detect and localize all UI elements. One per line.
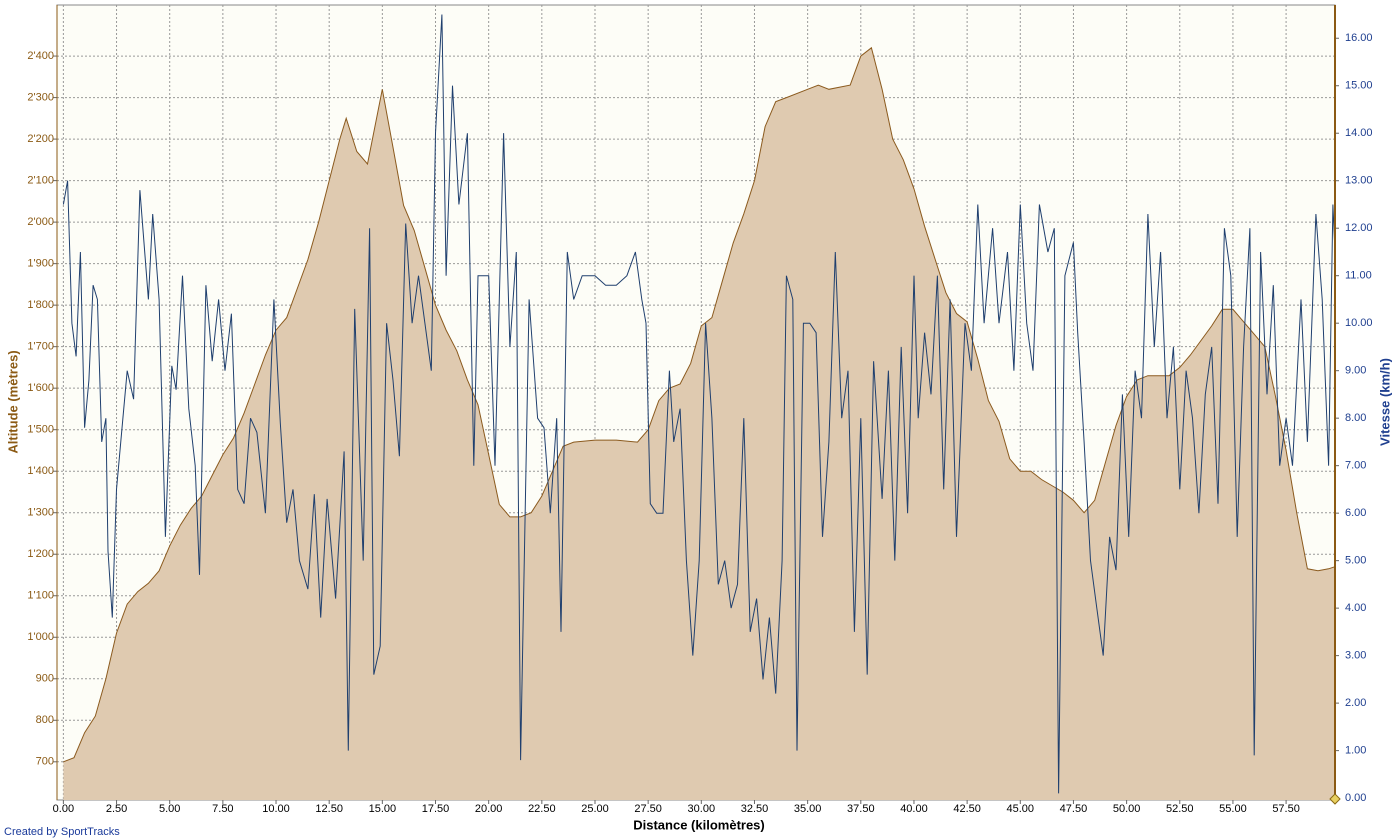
y2-tick-label: 2.00 xyxy=(1345,697,1366,709)
x-tick-label: 32.50 xyxy=(741,803,769,815)
labels: 0.00 2.50 5.00 7.50 10.00 12.50 15.00 17.50 20.0… xyxy=(27,5,1373,815)
y-tick-label: 1'100 xyxy=(27,590,54,602)
line xyxy=(63,46,1336,763)
y2-tick-label: 8.00 xyxy=(1345,412,1366,424)
y2-tick-label: 10.00 xyxy=(1345,317,1373,329)
y2-tick-label: 14.00 xyxy=(1345,127,1373,139)
y-tick-label: 2'200 xyxy=(27,133,54,145)
y2-tick-label: 15.00 xyxy=(1345,80,1373,92)
y-tick-label: 1'800 xyxy=(27,299,54,311)
x-tick-label: 15.00 xyxy=(369,803,397,815)
y2-tick-label: 13.00 xyxy=(1345,175,1373,187)
x-tick-label: 50.00 xyxy=(1113,803,1141,815)
x-tick-label: 2.50 xyxy=(106,803,127,815)
y2-tick-label: 9.00 xyxy=(1345,365,1366,377)
x-tick-label: 35.00 xyxy=(794,803,822,815)
y-tick-label: 2'400 xyxy=(27,50,54,62)
x-tick-label: 30.00 xyxy=(688,803,716,815)
x-axis-label: Distance (kilomètres) xyxy=(633,817,765,832)
marks xyxy=(62,14,1336,801)
y-tick-label: 1'600 xyxy=(27,382,54,394)
line xyxy=(62,14,1336,794)
x-tick-label: 20.00 xyxy=(475,803,503,815)
y2-tick-label: 5.00 xyxy=(1345,555,1366,567)
y2-tick-label: 11.00 xyxy=(1345,270,1372,282)
x-tick-label: 52.50 xyxy=(1166,803,1194,815)
y-tick-label: 2'100 xyxy=(27,175,54,187)
y2-tick-label: 0.00 xyxy=(1345,792,1366,804)
x-tick-label: 55.00 xyxy=(1219,803,1247,815)
x-tick-label: 57.50 xyxy=(1272,803,1300,815)
y-tick-label: 2'300 xyxy=(27,91,54,103)
x-tick-label: 40.00 xyxy=(900,803,928,815)
y-tick-label: 2'000 xyxy=(27,216,54,228)
y2-tick-label: 12.00 xyxy=(1345,222,1373,234)
y2-tick-label: 7.00 xyxy=(1345,460,1366,472)
x-tick-label: 45.00 xyxy=(1007,803,1035,815)
y-tick-label: 900 xyxy=(36,673,54,685)
x-tick-label: 7.50 xyxy=(212,803,233,815)
x-tick-label: 47.50 xyxy=(1060,803,1088,815)
x-tick-label: 0.00 xyxy=(53,803,74,815)
credit: Created by SportTracks xyxy=(4,826,120,838)
x-tick-label: 27.50 xyxy=(634,803,662,815)
y2-tick-label: 1.00 xyxy=(1345,745,1366,757)
y-tick-label: 1'200 xyxy=(27,548,54,560)
x-tick-label: 10.00 xyxy=(262,803,290,815)
x-tick-label: 17.50 xyxy=(422,803,450,815)
y2-tick-label: 6.00 xyxy=(1345,507,1366,519)
marker-icon xyxy=(1329,793,1341,805)
y-tick-label: 800 xyxy=(36,714,54,726)
y2-axis-label: Vitesse (km/h) xyxy=(1377,358,1392,446)
y-tick-label: 1'500 xyxy=(27,424,54,436)
y2-tick-label: 16.00 xyxy=(1345,32,1373,44)
x-tick-label: 42.50 xyxy=(953,803,981,815)
y2-tick-label: 3.00 xyxy=(1345,650,1366,662)
x-tick-label: 5.00 xyxy=(159,803,180,815)
x-tick-label: 37.50 xyxy=(847,803,875,815)
x-tick-label: 22.50 xyxy=(528,803,556,815)
y-tick-label: 1'300 xyxy=(27,507,54,519)
y-axis-label: Altitude (mètres) xyxy=(5,350,20,453)
x-tick-label: 12.50 xyxy=(315,803,343,815)
y-tick-label: 700 xyxy=(36,756,54,768)
y-tick-label: 1'000 xyxy=(27,631,54,643)
y-tick-label: 1'700 xyxy=(27,341,54,353)
y-tick-label: 1'400 xyxy=(27,465,54,477)
y-tick-label: 1'900 xyxy=(27,258,54,270)
x-tick-label: 25.00 xyxy=(581,803,609,815)
y2-tick-label: 4.00 xyxy=(1345,602,1366,614)
